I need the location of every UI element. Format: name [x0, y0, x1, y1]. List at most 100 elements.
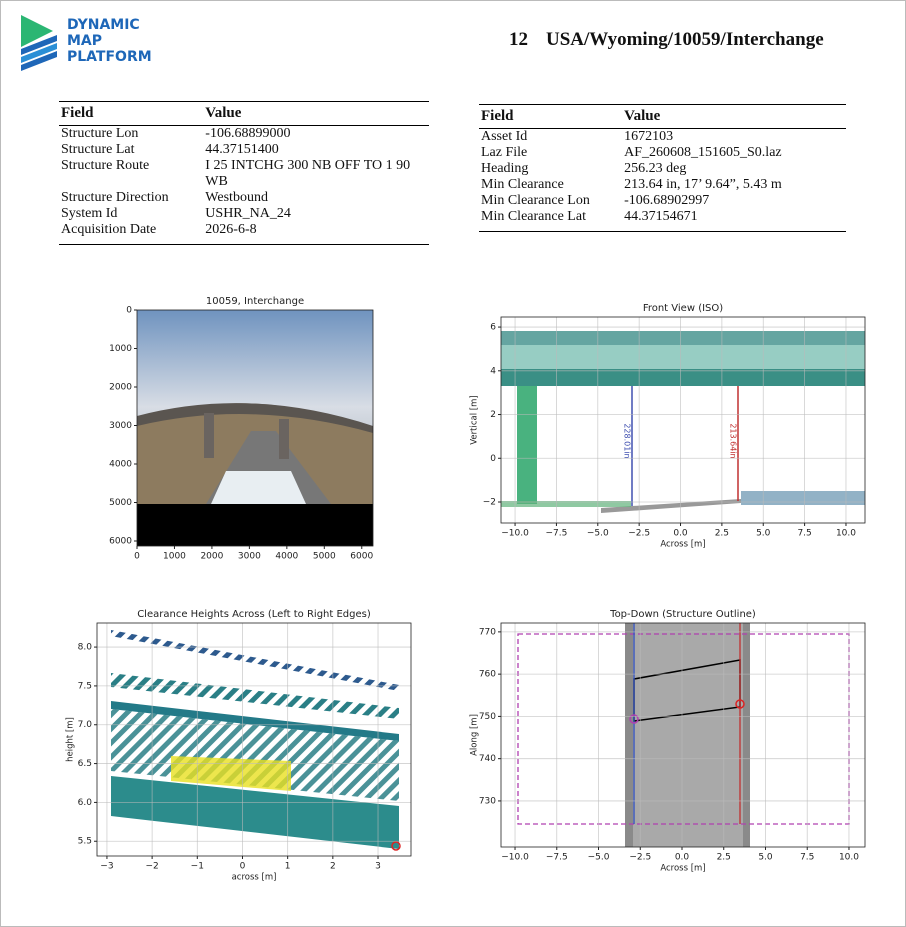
logo-line: MAP [67, 33, 103, 49]
cell: Min Clearance Lon [481, 193, 590, 208]
cell: 44.37154671 [622, 209, 846, 232]
cell: 44.37151400 [205, 142, 279, 157]
cell: 256.23 deg [624, 161, 687, 176]
x-tick-label: 7.5 [800, 853, 814, 863]
x-tick-label: 5.0 [758, 853, 773, 863]
y-axis-label: height [m] [66, 717, 76, 762]
cell: 213.64 in, 17’ 9.64”, 5.43 m [624, 177, 782, 192]
x-tick-label: 1 [285, 862, 291, 872]
cell: 1672103 [624, 129, 674, 144]
plot-title: 10059, Interchange [206, 296, 304, 307]
plot-title: Top-Down (Structure Outline) [609, 609, 756, 620]
y-tick-label: 8.0 [78, 643, 93, 653]
table: Field Value Asset Id 1672103 Laz File AF_2606… [479, 104, 846, 232]
y-tick-label: 7.0 [78, 720, 93, 730]
y-tick-label: −2 [483, 498, 496, 508]
table: Field Value Structure Lon -106.68899000 Stru… [59, 101, 429, 245]
x-tick-label: 2000 [200, 552, 223, 562]
x-axis-label: across [m] [232, 873, 277, 883]
cell: -106.68899000 [205, 126, 291, 141]
top-down-cloud [517, 623, 850, 847]
cell: Laz File [481, 145, 528, 160]
row: Structure Lon -106.68899000 [59, 126, 429, 143]
axes-frame [500, 622, 866, 848]
cell: I 25 INTCHG 300 NB OFF TO 1 90 WB [205, 158, 411, 189]
row: Heading 256.23 deg [479, 161, 846, 177]
cell: USHR_NA_24 [205, 206, 291, 221]
cell: Structure Direction [61, 190, 169, 205]
y-tick-label: 1000 [109, 344, 132, 354]
y-tick-label: 2 [490, 410, 496, 420]
x-tick-label: −2.5 [628, 529, 650, 539]
y-tick-label: 5.5 [78, 837, 92, 847]
x-tick-label: −2.5 [629, 853, 651, 863]
logo: DYNAMIC MAP PLATFORM [67, 17, 152, 65]
x-tick-label: 0 [134, 552, 140, 562]
row: Asset Id 1672103 [479, 129, 846, 146]
annotation: 213.64in [729, 423, 738, 458]
y-tick-label: 6000 [109, 536, 132, 546]
header-row: Field Value [479, 104, 846, 129]
y-tick-label: 5000 [109, 498, 132, 508]
y-tick-label: 760 [479, 670, 496, 680]
photo [137, 310, 373, 546]
x-tick-label: 5.0 [756, 529, 771, 539]
cell: Min Clearance [481, 177, 564, 192]
x-axis-label: Across [m] [660, 864, 705, 874]
x-tick-label: −3 [100, 862, 113, 872]
x-tick-label: 5000 [313, 552, 336, 562]
row: Structure Route I 25 INTCHG 300 NB OFF TO… [59, 158, 429, 190]
front-view-cloud [501, 331, 865, 513]
y-tick-label: 730 [479, 796, 496, 806]
column-header: Field [59, 101, 204, 126]
row: Structure Direction Westbound [59, 190, 429, 206]
page-number: 12 [509, 29, 528, 50]
y-tick-label: 3000 [109, 421, 132, 431]
x-tick-label: 3000 [238, 552, 261, 562]
cell: Structure Lon [61, 126, 139, 141]
x-axis-label: Across [m] [660, 540, 705, 550]
y-tick-label: 740 [479, 754, 496, 764]
row: Min Clearance Lon -106.68902997 [479, 193, 846, 209]
x-tick-label: 1000 [163, 552, 186, 562]
cell: Heading [481, 161, 529, 176]
y-tick-label: 0 [126, 306, 132, 316]
row: System Id USHR_NA_24 [59, 206, 429, 222]
cell: System Id [61, 206, 118, 221]
y-tick-label: 4000 [109, 459, 132, 469]
x-tick-label: 3 [375, 862, 381, 872]
axes-frame [136, 309, 374, 547]
y-axis-label: Along [m] [470, 714, 480, 756]
cell: Structure Route [61, 158, 150, 173]
logo-icon [21, 15, 57, 71]
y-tick-label: 6.0 [78, 798, 93, 808]
row: Min Clearance 213.64 in, 17’ 9.64”, 5.43 … [479, 177, 846, 193]
y-tick-label: 4 [490, 366, 496, 376]
clearance-cloud [111, 630, 401, 851]
x-tick-label: 0.0 [675, 853, 690, 863]
y-tick-label: 0 [490, 454, 496, 464]
cell: -106.68902997 [624, 193, 710, 208]
column-header: Value [622, 104, 846, 129]
x-tick-label: −5.0 [588, 853, 610, 863]
annotation: 228.01in [623, 423, 632, 458]
page-title: 12 USA/Wyoming/10059/Interchange [509, 29, 842, 51]
x-tick-label: 10.0 [836, 529, 856, 539]
cell: Min Clearance Lat [479, 209, 623, 232]
x-tick-label: 2.5 [715, 529, 729, 539]
cell: Asset Id [481, 129, 528, 144]
x-tick-label: 0 [240, 862, 246, 872]
column-header: Field [479, 104, 623, 129]
cell: Westbound [205, 190, 268, 205]
x-tick-label: −10.0 [501, 529, 529, 539]
axes-frame [96, 622, 412, 857]
x-tick-label: 7.5 [797, 529, 811, 539]
x-tick-label: −2 [145, 862, 158, 872]
title: USA/Wyoming/10059/Interchange [546, 29, 824, 50]
y-tick-label: 6.5 [78, 759, 92, 769]
x-tick-label: 2.5 [717, 853, 731, 863]
cell: 2026-6-8 [203, 222, 429, 245]
row: Acquisition Date 2026-6-8 [59, 222, 429, 245]
